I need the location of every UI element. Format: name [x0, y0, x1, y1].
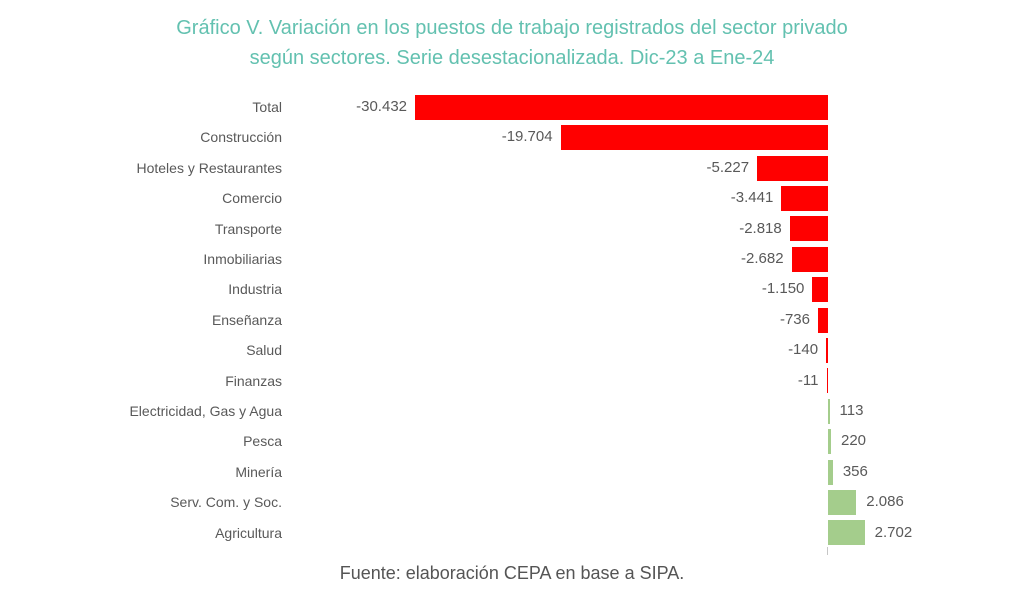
category-label: Minería [235, 463, 282, 480]
value-label: -736 [779, 310, 810, 328]
value-label: -140 [788, 341, 819, 359]
value-label: -30.432 [356, 98, 407, 115]
source-note: Fuente: elaboración CEPA en base a SIPA. [339, 563, 685, 583]
negative-bar [415, 94, 828, 120]
category-label: Hoteles y Restaurantes [136, 159, 282, 176]
category-label: Inmobiliarias [203, 251, 282, 267]
negative-bar [791, 246, 828, 272]
value-label: 113 [839, 402, 864, 419]
positive-bar [828, 520, 865, 546]
negative-bar [789, 216, 828, 242]
category-label: Total [252, 99, 282, 115]
negative-bar [757, 155, 828, 181]
negative-bar [826, 337, 828, 363]
value-label: -3.441 [730, 189, 774, 207]
category-label: Serv. Com. y Soc. [170, 494, 282, 511]
value-label: -2.818 [739, 219, 782, 237]
bar-chart: Total -30.432 Construcción -19.704 Hoteles y… [0, 92, 1024, 562]
category-label: Electricidad, Gas y Agua [129, 403, 282, 419]
category-label: Salud [246, 342, 282, 359]
value-label: -2.682 [741, 250, 784, 267]
category-label: Transporte [214, 220, 282, 237]
value-label: 2.086 [866, 493, 904, 511]
zero-axis-tick [827, 547, 828, 555]
negative-bar [826, 368, 828, 394]
value-label: -19.704 [501, 128, 553, 146]
value-label: 2.702 [874, 523, 913, 541]
category-label: Pesca [243, 433, 282, 450]
category-label: Finanzas [225, 372, 282, 389]
positive-bar [828, 398, 830, 424]
category-label: Industria [228, 281, 282, 298]
negative-bar [812, 277, 828, 303]
chart-title-line1: Gráfico V. Variación en los puestos de t… [176, 17, 848, 39]
value-label: -5.227 [706, 158, 750, 176]
category-label: Agricultura [215, 524, 282, 541]
chart-title-line2: según sectores. Serie desestacionalizada… [249, 47, 775, 69]
category-label: Comercio [222, 190, 282, 207]
category-label: Enseñanza [211, 311, 282, 328]
value-label: -11 [797, 371, 819, 389]
value-label: 356 [842, 462, 868, 480]
positive-bar [828, 489, 857, 515]
value-label: -1.150 [761, 280, 805, 298]
negative-bar [560, 125, 828, 151]
negative-bar [818, 307, 828, 333]
category-label: Construcción [200, 129, 282, 146]
positive-bar [828, 429, 831, 455]
chart-title: Gráfico V. Variación en los puestos de t… [0, 13, 1024, 73]
value-label: 220 [840, 432, 867, 450]
negative-bar [781, 185, 828, 211]
positive-bar [828, 459, 833, 485]
